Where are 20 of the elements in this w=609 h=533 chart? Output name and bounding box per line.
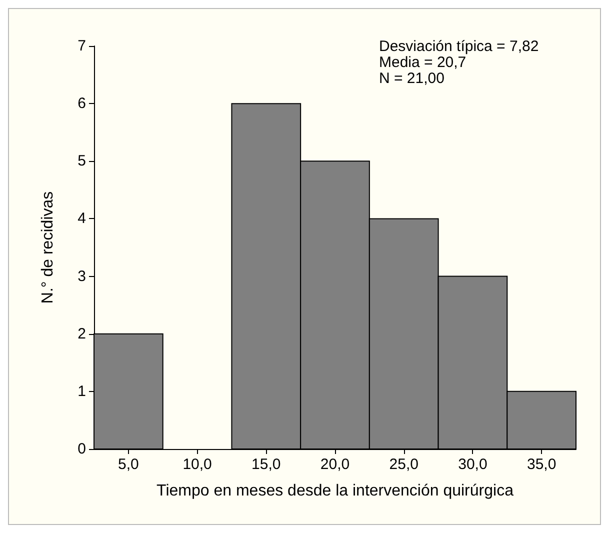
annotation: Desviación típica = 7,82 <box>379 38 539 55</box>
y-tick-label: 6 <box>78 95 86 112</box>
x-tick-label: 15,0 <box>252 456 281 473</box>
x-tick-label: 25,0 <box>389 456 418 473</box>
x-tick-label: 20,0 <box>320 456 350 473</box>
y-tick-label: 4 <box>78 210 86 228</box>
x-axis-title: Tiempo en meses desde la intervención quirúrgica <box>156 482 514 500</box>
y-tick-label: 1 <box>78 382 86 400</box>
y-tick-label: 3 <box>78 268 86 285</box>
annotation: Media = 20,7 <box>379 54 466 71</box>
x-tick-label: 5,0 <box>118 456 139 473</box>
x-tick-label: 30,0 <box>458 456 488 473</box>
annotation: N = 21,00 <box>379 70 444 87</box>
x-tick-label: 10,0 <box>182 456 212 473</box>
y-tick-label: 7 <box>78 38 86 54</box>
y-axis-title: N.° de recidivas <box>40 191 56 304</box>
y-tick-label: 2 <box>78 325 86 342</box>
y-tick-label: 0 <box>78 440 86 458</box>
x-tick-label: 35,0 <box>526 456 556 473</box>
y-tick-label: 5 <box>78 152 86 170</box>
